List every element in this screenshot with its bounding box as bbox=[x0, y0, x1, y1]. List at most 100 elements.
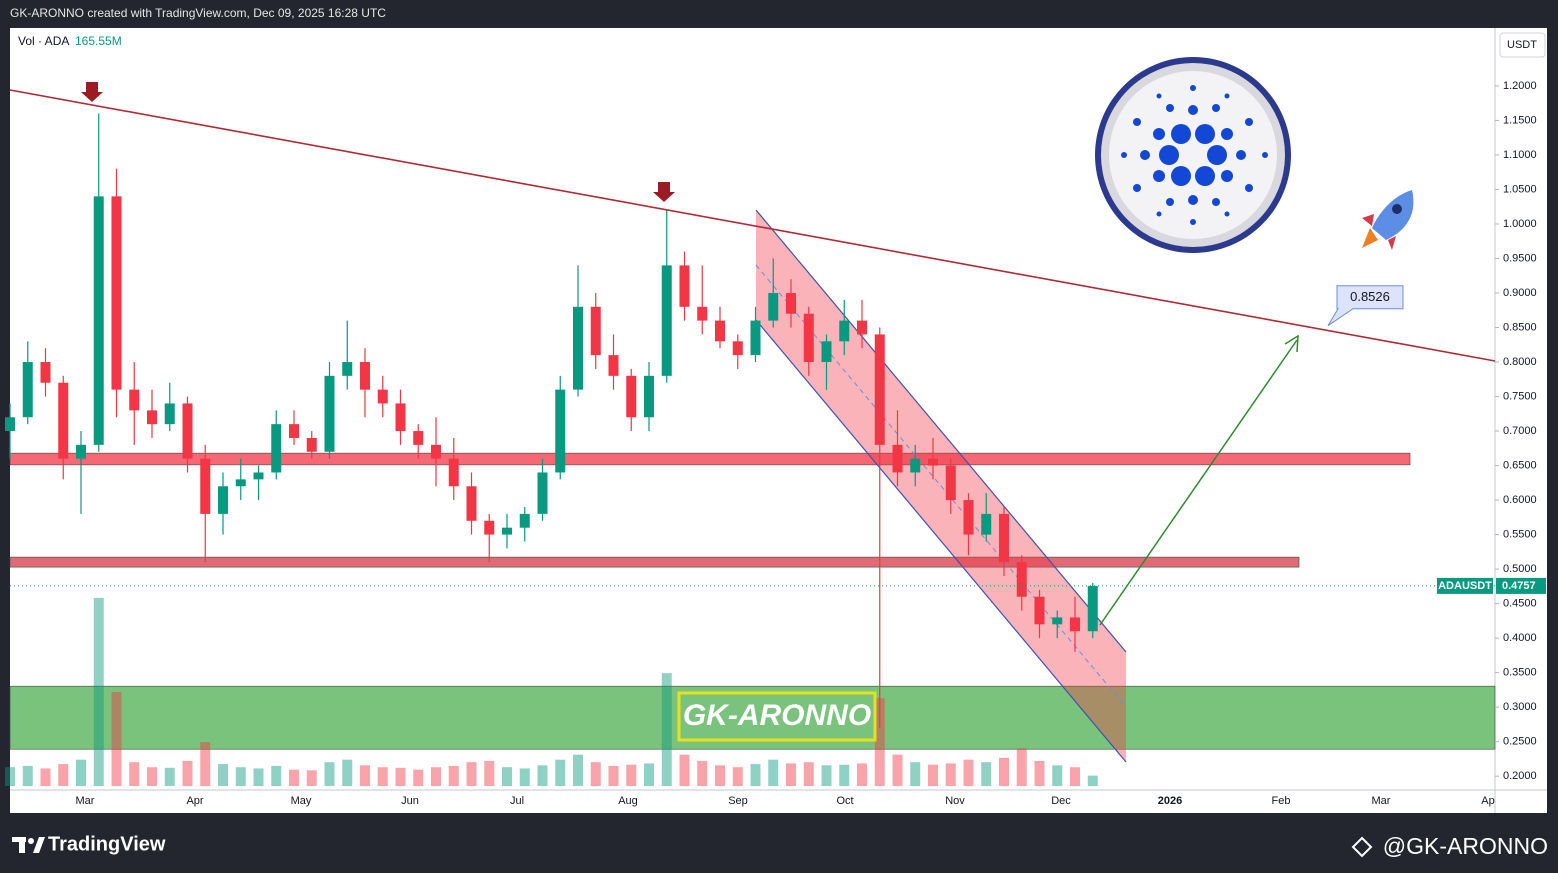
candle-body bbox=[448, 458, 459, 487]
y-tick-label: 0.6500 bbox=[1503, 459, 1537, 471]
price-box bbox=[1496, 577, 1546, 594]
volume-bar bbox=[945, 763, 956, 786]
candle-body bbox=[679, 265, 690, 307]
candle-body bbox=[5, 417, 15, 432]
y-tick-label: 1.1500 bbox=[1503, 114, 1537, 126]
candle-body bbox=[857, 320, 867, 335]
candle-body bbox=[40, 362, 51, 383]
x-tick-label: Sep bbox=[728, 795, 748, 807]
volume-bar bbox=[910, 762, 921, 786]
x-tick-label: Aug bbox=[618, 795, 638, 807]
candle-body bbox=[218, 486, 228, 514]
volume-bar bbox=[768, 759, 779, 786]
volume-bar bbox=[519, 768, 530, 786]
volume-bar bbox=[129, 762, 140, 786]
x-tick-label: Mar bbox=[76, 795, 95, 807]
y-tick-label: 0.6000 bbox=[1503, 494, 1537, 506]
candles bbox=[5, 113, 1098, 728]
symbol-box bbox=[1437, 577, 1493, 594]
cardano-logo bbox=[1095, 57, 1291, 253]
candle-body bbox=[928, 458, 938, 466]
volume-bar bbox=[413, 769, 424, 786]
arrow-marker bbox=[81, 82, 103, 102]
volume-bar bbox=[999, 757, 1009, 786]
volume-bar bbox=[732, 767, 743, 786]
volume-bar bbox=[289, 769, 299, 786]
volume-bar bbox=[22, 765, 33, 786]
y-tick-label: 0.2500 bbox=[1503, 736, 1537, 748]
candle-body bbox=[768, 292, 779, 321]
overlays: ADAUSDT 0.4757 0.8526 bbox=[10, 285, 1546, 594]
y-tick-label: 0.9500 bbox=[1503, 252, 1537, 264]
volume-bar bbox=[306, 770, 317, 786]
x-tick-label: Jun bbox=[401, 795, 419, 807]
candle-body bbox=[466, 486, 477, 521]
candle-body bbox=[661, 265, 672, 376]
volume-bar bbox=[697, 760, 708, 786]
candle-body bbox=[786, 292, 796, 314]
watermark-box bbox=[677, 691, 877, 742]
candle-body bbox=[395, 403, 406, 432]
volume-bar bbox=[1070, 767, 1080, 786]
volume-bar bbox=[590, 762, 601, 786]
y-tick-label: 0.4500 bbox=[1503, 598, 1537, 610]
y-tick-label: 0.5000 bbox=[1503, 563, 1537, 575]
volume-bar bbox=[5, 767, 15, 786]
candle-body bbox=[537, 472, 548, 514]
x-tick-label: Nov bbox=[945, 795, 965, 807]
volume-bar bbox=[200, 742, 211, 786]
candle-body bbox=[874, 334, 885, 445]
arrow-marker bbox=[653, 182, 675, 202]
y-tick-label: 0.5500 bbox=[1503, 529, 1537, 541]
candle-body bbox=[1052, 617, 1063, 625]
y-tick-label: 0.7500 bbox=[1503, 390, 1537, 402]
volume-bar bbox=[395, 767, 406, 786]
candle-body bbox=[555, 389, 566, 473]
volume-bar bbox=[750, 764, 761, 786]
candle-body bbox=[431, 444, 441, 459]
y-tick-label: 0.7000 bbox=[1503, 425, 1537, 437]
candle-body bbox=[697, 306, 708, 321]
volume-bar bbox=[377, 767, 388, 786]
y-tick-label: 0.3500 bbox=[1503, 667, 1537, 679]
author: @GK-ARONNO bbox=[1383, 833, 1548, 859]
candle-body bbox=[945, 465, 956, 501]
volume-bar bbox=[892, 754, 903, 786]
volume-bar bbox=[608, 765, 619, 786]
candle-body bbox=[963, 500, 974, 535]
volume-bar bbox=[40, 768, 51, 786]
candle-body bbox=[981, 513, 992, 535]
volume-bar bbox=[1034, 760, 1045, 786]
volume-bar bbox=[502, 767, 512, 786]
brand: TradingView bbox=[48, 833, 166, 855]
volume-bar bbox=[1087, 775, 1098, 786]
x-tick-label: 2026 bbox=[1158, 795, 1182, 807]
candle-body bbox=[93, 196, 104, 445]
volume-bar bbox=[271, 765, 282, 786]
volume-bar bbox=[786, 763, 796, 786]
candle-body bbox=[519, 513, 530, 528]
volume-bar bbox=[555, 759, 566, 786]
author-icon bbox=[1351, 836, 1373, 858]
volume-bar bbox=[715, 765, 725, 786]
candle-body bbox=[502, 527, 512, 535]
candle-body bbox=[1087, 585, 1098, 632]
x-tick-label: Oct bbox=[836, 795, 853, 807]
y-tick-label: 0.8500 bbox=[1503, 321, 1537, 333]
candle-body bbox=[999, 513, 1009, 563]
volume-bar bbox=[981, 762, 992, 786]
symbol: ADAUSDT bbox=[1438, 580, 1492, 592]
volume-bar bbox=[360, 765, 370, 786]
volume-bar bbox=[235, 767, 246, 786]
tv-logo bbox=[12, 837, 45, 853]
candle-body bbox=[22, 362, 33, 418]
volume-bar bbox=[93, 597, 104, 786]
volume-bar bbox=[1016, 748, 1027, 786]
x-tick-label: Dec bbox=[1051, 795, 1071, 807]
currency: USDT bbox=[1507, 39, 1537, 51]
candle-body bbox=[342, 362, 353, 376]
candle-body bbox=[289, 424, 299, 438]
candle-body bbox=[182, 403, 193, 459]
candle-body bbox=[573, 306, 583, 390]
